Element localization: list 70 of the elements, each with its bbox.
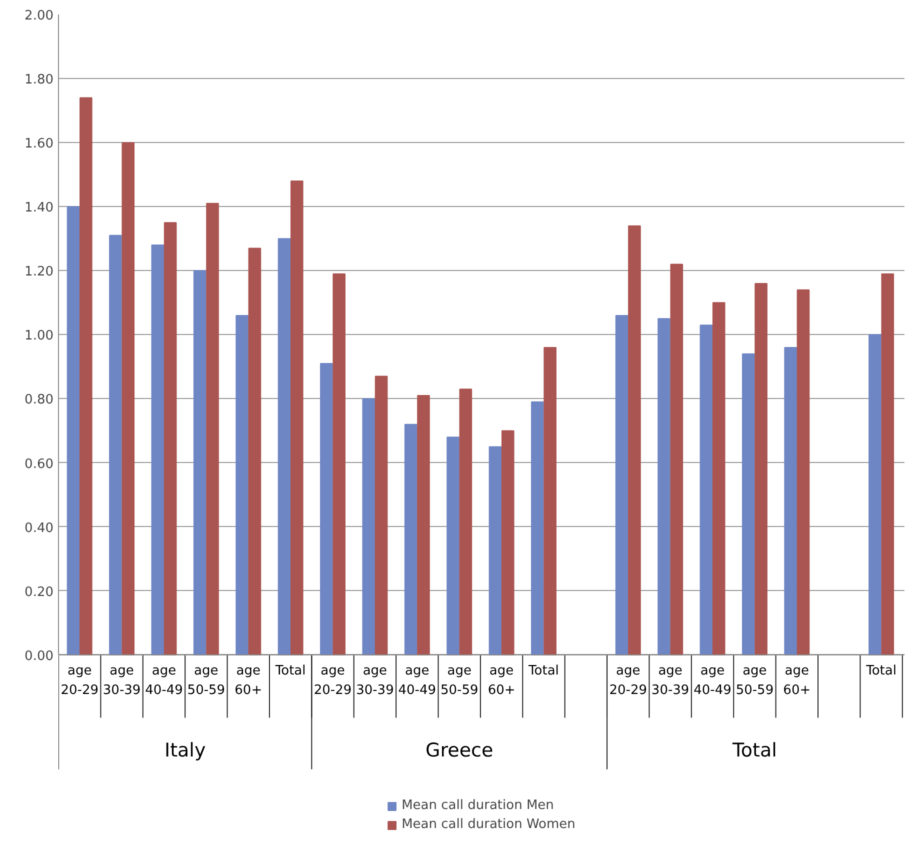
- text: Total: [732, 740, 777, 762]
- bar: [206, 202, 219, 656]
- x-tick-label: age 60+: [234, 663, 262, 698]
- bar: [404, 424, 418, 656]
- bar: [446, 436, 460, 656]
- bar: [362, 398, 376, 656]
- x-tick-label: age 20-29: [609, 663, 648, 698]
- x-tick-label: age 50-59: [187, 663, 226, 698]
- x-tick-label: age 30-39: [651, 663, 690, 698]
- y-tick-label: 2.00: [24, 8, 54, 24]
- bar: [193, 270, 206, 656]
- y-tick-label: 0.00: [24, 648, 54, 664]
- bar: [868, 334, 882, 656]
- text: Italy: [164, 740, 206, 762]
- y-tick-label: 1.00: [24, 328, 54, 344]
- bar: [122, 142, 135, 656]
- bar: [784, 346, 797, 656]
- bar: [66, 206, 80, 656]
- x-tick-label: age 40-49: [145, 663, 183, 698]
- x-tick-label: Total: [274, 663, 306, 678]
- bar: [459, 388, 472, 656]
- x-tick-label: Total: [528, 663, 559, 678]
- bar: [700, 324, 713, 656]
- y-tick-label: 1.40: [24, 200, 54, 216]
- legend-label: Mean call duration Women: [402, 817, 576, 832]
- y-tick-label: 1.60: [24, 136, 54, 152]
- y-tick-label: 0.40: [24, 520, 54, 536]
- bar: [236, 314, 248, 656]
- bar: [501, 430, 514, 656]
- y-tick-label: 0.60: [24, 456, 54, 472]
- bar: [248, 248, 262, 656]
- x-tick-label: age 30-39: [356, 663, 394, 698]
- bar: [712, 302, 726, 656]
- bar: [320, 363, 333, 656]
- x-tick-label: age 20-29: [60, 663, 98, 698]
- x-tick-label: age 20-29: [314, 663, 352, 698]
- text: Greece: [426, 740, 494, 762]
- bar: [615, 314, 628, 656]
- bar: [754, 282, 768, 656]
- bar: [658, 318, 670, 656]
- x-tick-label: Total: [865, 663, 896, 678]
- bar: [531, 401, 544, 656]
- y-tick-label: 0.20: [24, 584, 54, 600]
- x-tick-label: age 60+: [783, 663, 811, 698]
- bar: [796, 289, 810, 656]
- bar: [374, 376, 388, 656]
- bar: [417, 395, 430, 656]
- x-tick-label: age 50-59: [736, 663, 774, 698]
- bar: [164, 222, 177, 656]
- bar: [278, 238, 291, 656]
- bar: [742, 353, 755, 656]
- bar: [488, 446, 502, 656]
- bar: [109, 234, 122, 656]
- bar: [628, 225, 641, 656]
- x-tick-label: age 60+: [488, 663, 516, 698]
- y-tick-label: 1.20: [24, 264, 54, 280]
- bar: [151, 244, 164, 656]
- bar: [332, 273, 346, 656]
- x-tick-label: age 30-39: [102, 663, 141, 698]
- bar: [290, 180, 304, 656]
- x-tick-label: age 50-59: [440, 663, 478, 698]
- legend-label: Mean call duration Men: [402, 798, 554, 813]
- x-tick-label: age 40-49: [398, 663, 436, 698]
- x-tick-label: age 40-49: [694, 663, 732, 698]
- bar: [80, 97, 92, 656]
- y-tick-label: 0.80: [24, 392, 54, 408]
- y-tick-label: 1.80: [24, 72, 54, 88]
- bar: [544, 346, 556, 656]
- bar: [881, 273, 894, 656]
- bar: [670, 264, 684, 656]
